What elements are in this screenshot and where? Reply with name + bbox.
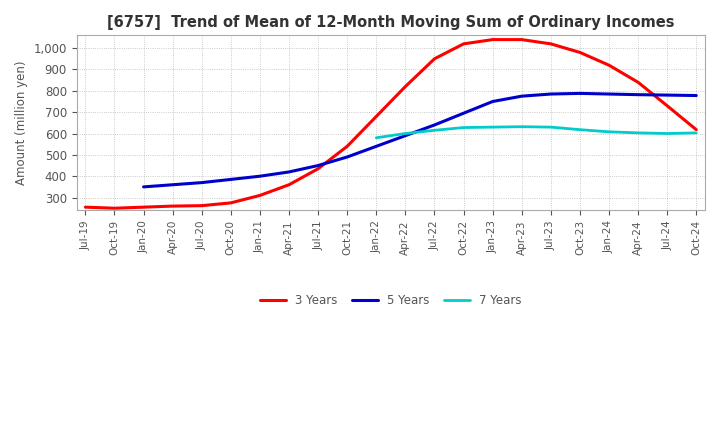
7 Years xyxy=(401,131,410,136)
Line: 7 Years: 7 Years xyxy=(377,127,696,138)
5 Years xyxy=(227,177,235,182)
3 Years xyxy=(546,41,555,47)
5 Years xyxy=(401,133,410,138)
3 Years xyxy=(284,182,293,187)
Y-axis label: Amount (million yen): Amount (million yen) xyxy=(15,61,28,185)
5 Years xyxy=(168,182,177,187)
5 Years xyxy=(314,163,323,168)
5 Years xyxy=(692,93,701,98)
3 Years xyxy=(81,205,90,210)
5 Years xyxy=(459,110,468,116)
3 Years xyxy=(314,166,323,171)
3 Years xyxy=(110,205,119,211)
5 Years xyxy=(372,144,381,149)
7 Years xyxy=(663,131,672,136)
Legend: 3 Years, 5 Years, 7 Years: 3 Years, 5 Years, 7 Years xyxy=(255,290,526,312)
5 Years xyxy=(518,94,526,99)
5 Years xyxy=(575,91,584,96)
3 Years xyxy=(256,193,264,198)
5 Years xyxy=(634,92,642,97)
3 Years xyxy=(343,144,351,149)
7 Years xyxy=(546,125,555,130)
5 Years xyxy=(284,169,293,175)
5 Years xyxy=(663,92,672,98)
7 Years xyxy=(459,125,468,130)
Line: 5 Years: 5 Years xyxy=(143,93,696,187)
3 Years xyxy=(459,41,468,47)
5 Years xyxy=(343,154,351,160)
5 Years xyxy=(488,99,497,104)
5 Years xyxy=(256,173,264,179)
7 Years xyxy=(488,125,497,130)
3 Years xyxy=(634,80,642,85)
3 Years xyxy=(488,37,497,42)
7 Years xyxy=(634,130,642,136)
7 Years xyxy=(430,128,438,133)
3 Years xyxy=(401,84,410,89)
3 Years xyxy=(139,205,148,210)
7 Years xyxy=(692,130,701,136)
3 Years xyxy=(430,56,438,62)
3 Years xyxy=(197,203,206,208)
7 Years xyxy=(575,127,584,132)
3 Years xyxy=(168,203,177,209)
Line: 3 Years: 3 Years xyxy=(86,40,696,208)
3 Years xyxy=(372,114,381,119)
5 Years xyxy=(139,184,148,190)
3 Years xyxy=(663,103,672,108)
3 Years xyxy=(518,37,526,42)
7 Years xyxy=(605,129,613,135)
3 Years xyxy=(227,200,235,205)
3 Years xyxy=(575,50,584,55)
5 Years xyxy=(546,92,555,97)
5 Years xyxy=(605,92,613,97)
7 Years xyxy=(518,124,526,129)
3 Years xyxy=(692,127,701,132)
Title: [6757]  Trend of Mean of 12-Month Moving Sum of Ordinary Incomes: [6757] Trend of Mean of 12-Month Moving … xyxy=(107,15,675,30)
7 Years xyxy=(372,135,381,140)
3 Years xyxy=(605,62,613,68)
5 Years xyxy=(430,122,438,128)
5 Years xyxy=(197,180,206,185)
